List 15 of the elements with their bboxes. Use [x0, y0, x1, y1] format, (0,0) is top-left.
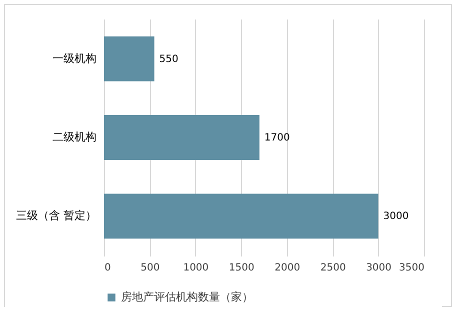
x-tick-label: 3500	[399, 262, 424, 274]
x-tick-label: 1500	[228, 262, 254, 274]
x-tick-label: 2000	[274, 262, 300, 274]
x-tick-label: 3000	[366, 262, 392, 274]
x-tick-label: 1000	[183, 262, 209, 274]
y-tick-label: 三级（含 暂定）	[16, 209, 96, 222]
x-tick-label: 500	[140, 262, 160, 274]
y-tick-label: 二级机构	[52, 130, 96, 144]
x-tick-label: 2500	[320, 262, 346, 274]
data-label: 550	[159, 54, 178, 65]
legend-label: 房地产评估机构数量（家）	[121, 290, 253, 304]
data-label: 1700	[264, 132, 290, 144]
data-label: 3000	[383, 211, 409, 222]
y-tick-label: 一级机构	[52, 52, 96, 65]
x-tick-label: 0	[104, 262, 111, 274]
